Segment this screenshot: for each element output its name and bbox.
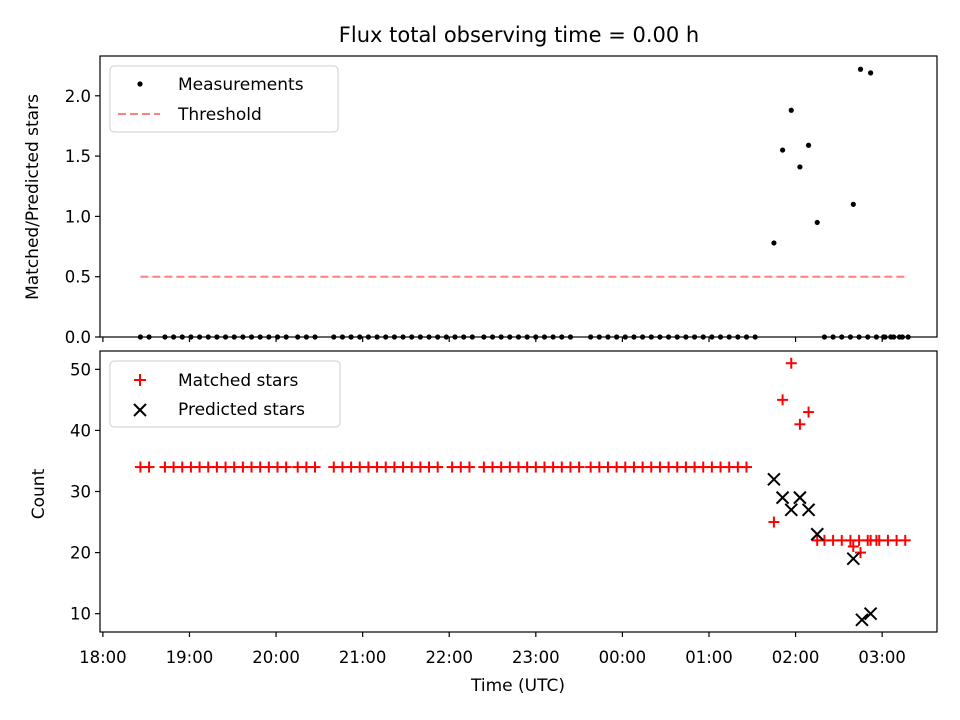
legend-x-marker	[133, 403, 147, 417]
top-axes-frame	[99, 55, 938, 338]
matched-star-point	[768, 516, 780, 528]
top-y-axis-label: Matched/Predicted stars	[23, 94, 43, 300]
bottom-y-axis-label: Count	[29, 468, 49, 519]
bottom-y-ticks: 10 20 30 40 50	[70, 360, 100, 624]
bottom-legend: Matched stars Predicted stars	[109, 360, 341, 428]
x-tick-label: 18:00	[79, 648, 127, 667]
chart-title: Flux total observing time = 0.00 h	[339, 23, 699, 47]
matched-star-point	[777, 394, 789, 406]
predicted-star-point	[801, 503, 816, 517]
x-tick-label: 23:00	[512, 648, 560, 667]
predicted-star-point	[855, 613, 869, 627]
bottom-plot-area	[134, 357, 911, 627]
predicted-star-point	[810, 527, 824, 541]
y-tick-label: 1.5	[65, 147, 91, 166]
measurement-point	[805, 142, 812, 148]
measurement-point	[850, 201, 856, 207]
matched-star-point	[309, 461, 321, 473]
matched-star-point	[794, 418, 806, 430]
measurement-point	[857, 66, 864, 72]
top-panel: 0.00.51.01.52.0 Matched/Predicted stars …	[23, 55, 938, 347]
legend-threshold-label: Threshold	[177, 105, 262, 125]
x-tick-label: 22:00	[425, 648, 473, 667]
matched-star-point	[803, 406, 815, 418]
top-legend-box	[109, 65, 339, 133]
legend-matched-label: Matched stars	[178, 371, 298, 391]
predicted-star-point	[846, 551, 861, 566]
x-tick-label: 21:00	[339, 648, 387, 667]
legend-predicted-label: Predicted stars	[178, 400, 305, 420]
y-tick-label: 30	[70, 483, 91, 502]
y-tick-label: 0.0	[65, 328, 91, 347]
x-tick-label: 19:00	[166, 648, 214, 667]
matched-star-point	[899, 534, 911, 546]
x-tick-label: 03:00	[858, 648, 906, 667]
y-tick-label: 0.5	[65, 268, 91, 287]
bottom-panel: 10 20 30 40 50 18:00 19:00 20:00 21:00 22:00 23:0…	[29, 350, 938, 696]
predicted-star-point	[767, 472, 781, 486]
bottom-x-ticks: 18:00 19:00 20:00 21:00 22:00 23:00 00:00 01:00…	[79, 632, 906, 667]
predicted-star-point	[793, 490, 807, 505]
matched-star-point	[847, 540, 859, 552]
y-tick-label: 40	[70, 421, 91, 440]
matched-star-point	[855, 547, 867, 559]
predicted-star-point	[784, 503, 798, 517]
x-axis-label: Time (UTC)	[470, 676, 565, 696]
y-tick-label: 10	[70, 605, 91, 624]
matched-star-point	[741, 461, 753, 473]
measurement-point	[868, 70, 874, 76]
predicted-star-point	[775, 490, 790, 505]
y-tick-label: 1.0	[65, 207, 91, 226]
y-tick-label: 2.0	[65, 87, 91, 106]
measurement-point	[797, 164, 803, 170]
top-x-ticks	[102, 337, 883, 342]
x-tick-label: 00:00	[599, 648, 647, 667]
y-tick-label: 50	[70, 360, 91, 379]
top-y-ticks: 0.0 0.5 1.0 1.5 2.0	[65, 87, 100, 347]
measurement-point	[771, 240, 777, 246]
measurement-point	[779, 147, 786, 153]
top-legend: Measurements Threshold	[109, 65, 339, 133]
x-tick-label: 20:00	[252, 648, 300, 667]
matched-star-point	[463, 461, 475, 473]
legend-measurements-label: Measurements	[178, 75, 304, 95]
measurement-point	[814, 219, 820, 226]
y-tick-label: 20	[70, 544, 91, 563]
measurement-point	[788, 107, 794, 113]
predicted-star-point	[863, 606, 878, 621]
legend-plus-marker	[134, 374, 146, 386]
matched-star-point	[143, 461, 155, 473]
x-tick-label: 02:00	[772, 648, 820, 667]
matched-star-point	[432, 461, 444, 473]
matched-star-point	[785, 357, 797, 369]
legend-dot-marker	[137, 81, 143, 87]
matched-star-point	[280, 461, 292, 473]
bottom-legend-box	[109, 360, 341, 428]
matched-star-point	[573, 461, 585, 473]
x-tick-label: 01:00	[685, 648, 733, 667]
